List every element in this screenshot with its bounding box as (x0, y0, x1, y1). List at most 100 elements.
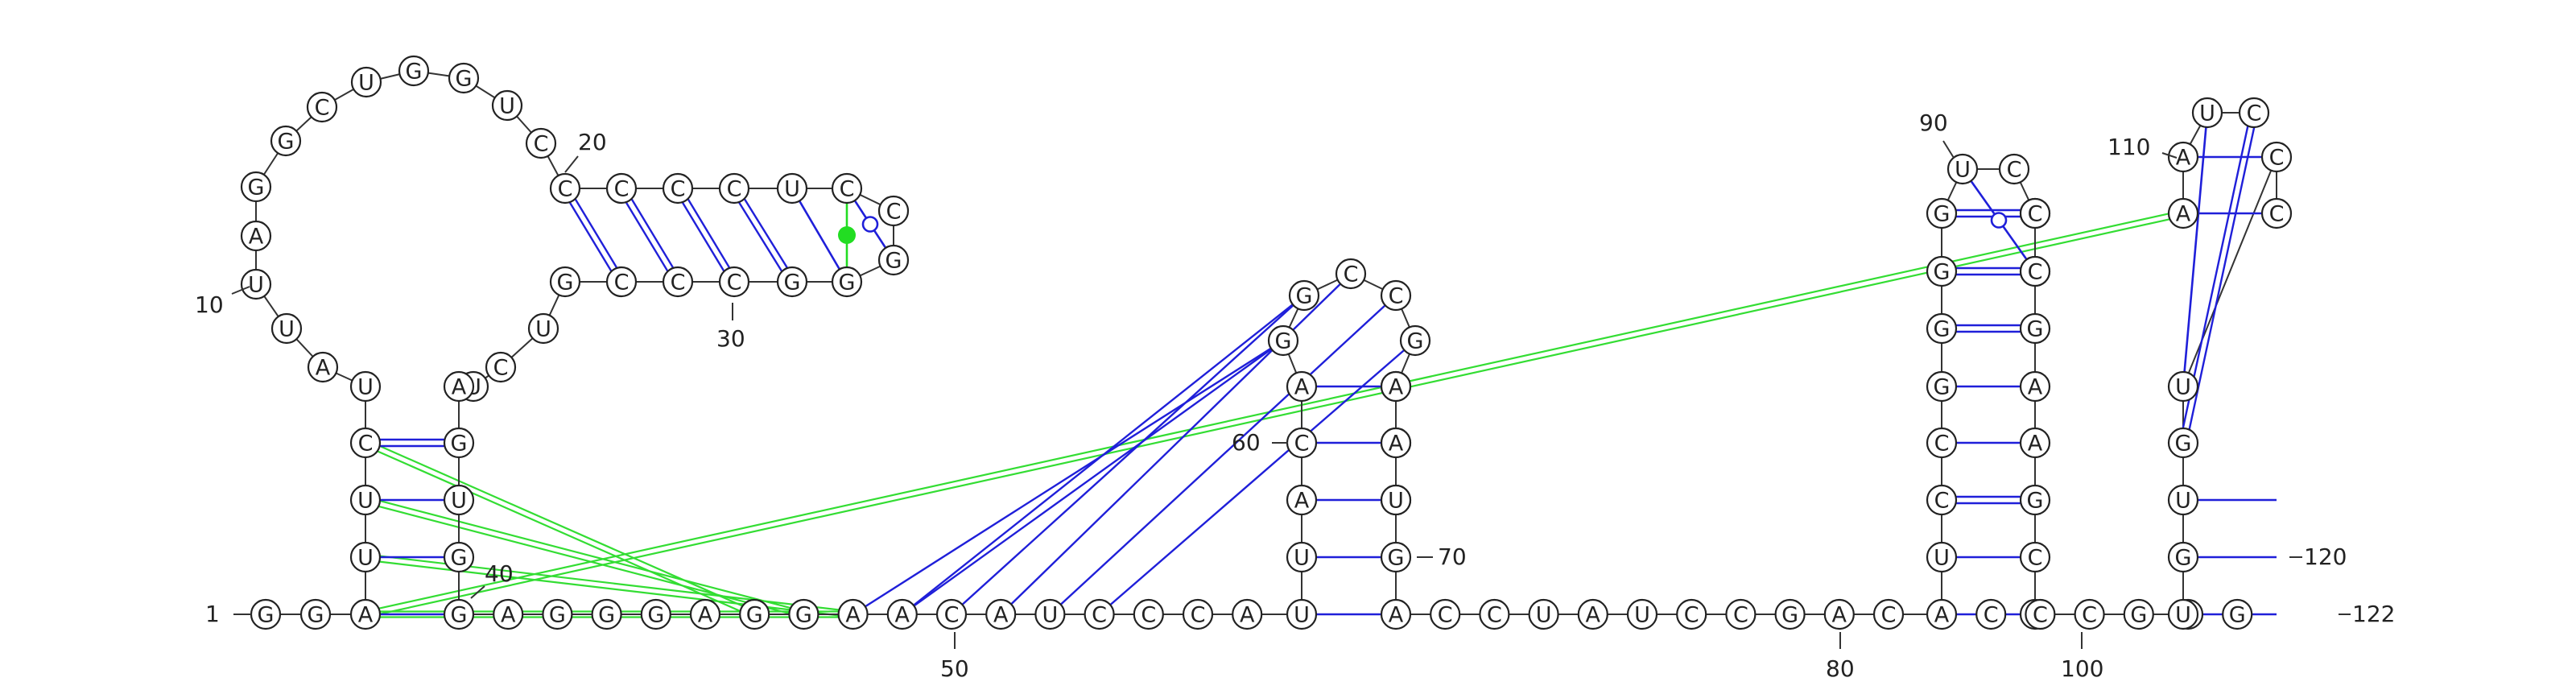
position-label-80: 80 (1826, 655, 1855, 682)
nucleotide: C (1286, 427, 1318, 459)
svg-text:A: A (1389, 432, 1404, 457)
svg-text:G: G (839, 271, 856, 295)
nucleotide: G (448, 62, 480, 94)
nucleotide: U (2167, 484, 2199, 516)
nucleotide: G (299, 598, 332, 630)
svg-text:U: U (2175, 603, 2191, 628)
svg-text:A: A (2176, 146, 2191, 171)
tertiary-pair (365, 496, 805, 613)
nucleotide: G (443, 598, 475, 630)
tertiary-pair (365, 559, 853, 618)
nucleotide: U (1528, 598, 1559, 630)
nucleotide: U (1626, 598, 1658, 630)
svg-text:C: C (727, 177, 742, 202)
nucleotide: G (739, 598, 770, 630)
nucleotide: A (1380, 370, 1412, 403)
svg-text:G: G (2175, 432, 2192, 457)
svg-text:C: C (2247, 101, 2262, 126)
svg-text:G: G (1275, 329, 1292, 354)
base-pair (730, 189, 791, 284)
svg-text:C: C (2033, 603, 2048, 628)
svg-text:U: U (784, 177, 800, 202)
nucleotide: G (877, 244, 910, 276)
nucleotide: U (350, 66, 382, 98)
svg-text:U: U (535, 317, 551, 342)
svg-text:C: C (1934, 489, 1950, 514)
nucleotide: A (2167, 197, 2199, 229)
pseudoknot-pair (951, 295, 1305, 615)
svg-text:A: A (2176, 202, 2191, 227)
nucleotide: C (877, 195, 910, 227)
svg-text:A: A (452, 375, 467, 400)
nucleotide: C (1084, 598, 1115, 630)
svg-text:G: G (248, 176, 265, 200)
svg-text:C: C (493, 356, 509, 381)
nucleotide: U (527, 312, 559, 345)
svg-text:C: C (1344, 262, 1359, 287)
nucleotide: U (776, 172, 808, 205)
svg-text:C: C (671, 177, 686, 202)
svg-text:G: G (451, 432, 468, 457)
nucleotide: C (718, 266, 750, 298)
svg-text:C: C (2028, 202, 2043, 227)
nucleotide: A (1286, 370, 1318, 403)
svg-text:A: A (1934, 603, 1950, 628)
svg-text:G: G (2027, 317, 2044, 342)
nucleotide: A (1232, 598, 1263, 630)
svg-text:C: C (614, 271, 630, 295)
svg-text:C: C (2082, 603, 2097, 628)
nucleotide: C (2260, 141, 2293, 173)
svg-text:A: A (2028, 432, 2043, 457)
nucleotide: U (1286, 598, 1318, 630)
nucleotide: U (491, 89, 523, 122)
nucleotide: U (349, 541, 382, 573)
nucleotide: C (2074, 598, 2105, 630)
nucleotide: C (2025, 598, 2056, 630)
nucleotide: C (2238, 97, 2270, 129)
svg-text:C: C (1984, 603, 1999, 628)
svg-text:U: U (2175, 375, 2191, 400)
nucleotide: C (662, 172, 694, 205)
svg-text:G: G (1934, 317, 1951, 342)
backbone (255, 70, 2277, 615)
nucleotide: G (2222, 598, 2253, 630)
nucleotide: C (1926, 427, 1958, 459)
wobble-marker-icon (861, 216, 879, 233)
svg-text:G: G (2229, 603, 2246, 628)
tertiary-pair (364, 502, 803, 618)
nucleotide: A (349, 598, 382, 630)
nucleotide: U (349, 484, 382, 516)
nucleotide: G (1926, 312, 1958, 345)
svg-text:U: U (358, 71, 374, 96)
svg-text:G: G (647, 603, 664, 628)
nucleotide: G (2167, 427, 2199, 459)
nucleotide: U (1926, 541, 1958, 573)
position-label-50: 50 (940, 655, 969, 682)
svg-text:G: G (1934, 260, 1951, 285)
nucleotide: C (2019, 255, 2051, 287)
nucleotide: G (776, 266, 808, 298)
svg-text:G: G (746, 603, 763, 628)
nucleotide: C (1975, 598, 2007, 630)
svg-text:G: G (2130, 603, 2147, 628)
svg-text:A: A (845, 603, 861, 628)
svg-text:U: U (1294, 603, 1310, 628)
tertiary-pair (365, 215, 2184, 618)
base-pair (736, 186, 796, 281)
svg-text:A: A (895, 603, 910, 628)
svg-text:A: A (358, 603, 374, 628)
position-label-10: 10 (195, 291, 224, 318)
nucleotide: A (1286, 484, 1318, 516)
position-label-30: 30 (716, 325, 745, 352)
nucleotide: G (640, 598, 671, 630)
base-pair (617, 189, 676, 284)
nucleotide: C (1872, 598, 1905, 630)
nucleotide: C (935, 598, 968, 630)
tertiary-pair (364, 444, 754, 618)
svg-text:C: C (671, 271, 686, 295)
nucleotide: G (1926, 255, 1958, 287)
tertiary-pair (365, 209, 2183, 613)
svg-text:C: C (2028, 546, 2043, 571)
nucleotide: G (240, 171, 272, 203)
svg-text:U: U (1536, 603, 1552, 628)
